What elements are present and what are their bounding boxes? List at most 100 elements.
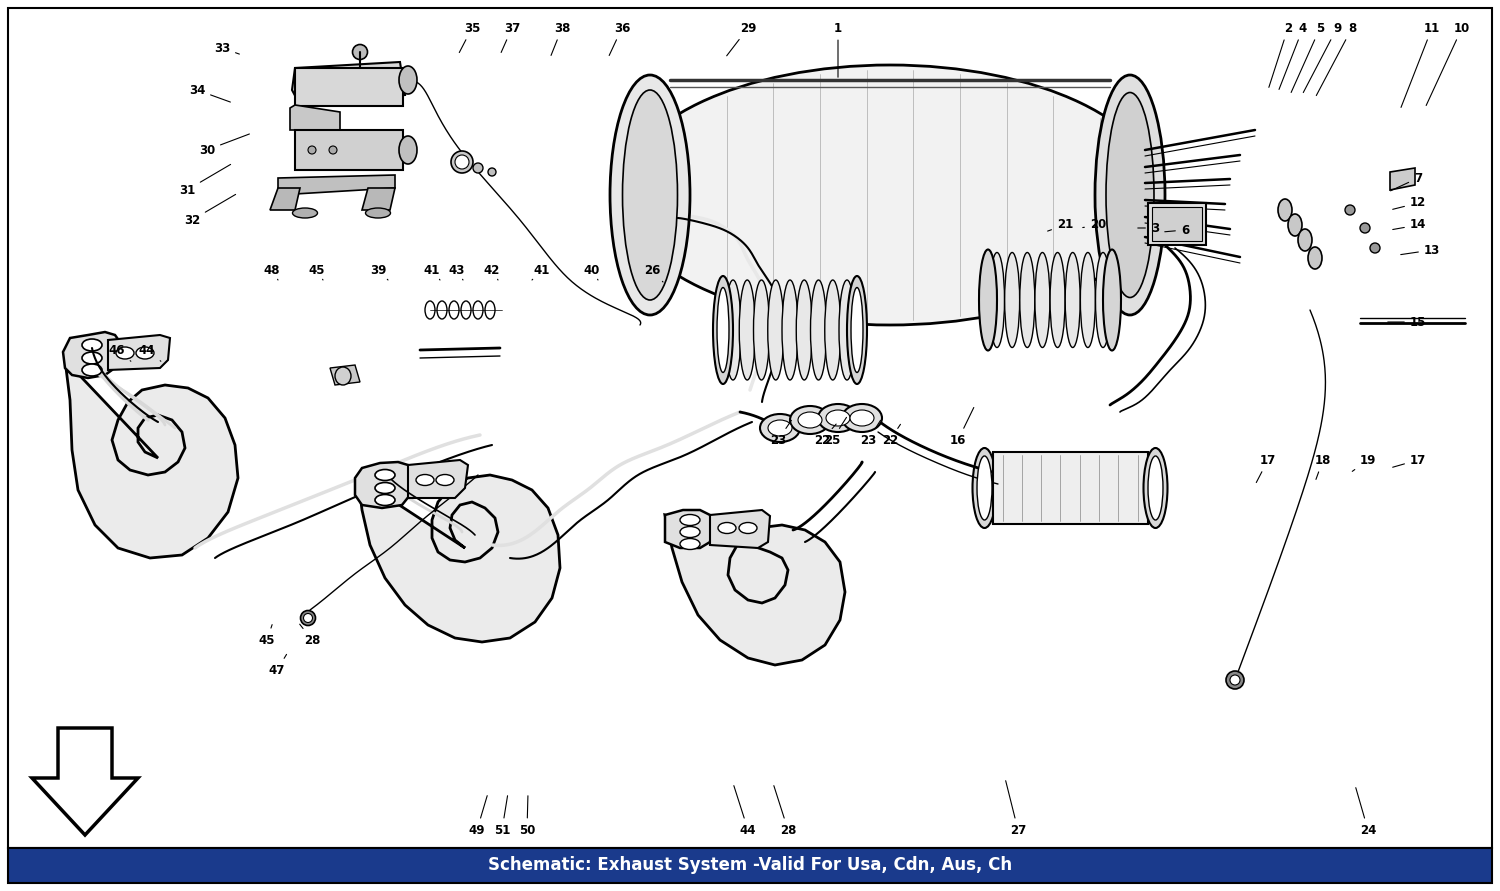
Ellipse shape bbox=[768, 280, 783, 380]
Ellipse shape bbox=[782, 280, 798, 380]
Text: 43: 43 bbox=[448, 264, 465, 280]
Ellipse shape bbox=[1095, 75, 1166, 315]
Polygon shape bbox=[290, 105, 340, 130]
Ellipse shape bbox=[790, 406, 830, 434]
Polygon shape bbox=[358, 475, 560, 642]
Ellipse shape bbox=[1102, 249, 1120, 350]
Text: 45: 45 bbox=[258, 625, 276, 647]
Ellipse shape bbox=[1050, 252, 1065, 347]
Text: 4: 4 bbox=[1280, 21, 1306, 89]
Text: 8: 8 bbox=[1317, 21, 1356, 95]
Text: 45: 45 bbox=[309, 264, 326, 280]
Ellipse shape bbox=[717, 288, 729, 372]
Ellipse shape bbox=[850, 288, 862, 372]
Ellipse shape bbox=[753, 280, 770, 380]
Text: 38: 38 bbox=[550, 21, 570, 55]
Ellipse shape bbox=[1288, 214, 1302, 236]
Text: 21: 21 bbox=[1047, 218, 1072, 232]
Ellipse shape bbox=[375, 495, 394, 505]
Ellipse shape bbox=[1346, 205, 1354, 215]
Text: 9: 9 bbox=[1304, 21, 1341, 93]
Ellipse shape bbox=[990, 252, 1005, 347]
Ellipse shape bbox=[620, 65, 1160, 325]
Bar bbox=[1148, 203, 1206, 245]
Text: 44: 44 bbox=[138, 344, 160, 361]
Text: 39: 39 bbox=[370, 264, 388, 280]
Ellipse shape bbox=[82, 364, 102, 376]
Text: 5: 5 bbox=[1292, 21, 1324, 93]
Text: 13: 13 bbox=[1401, 243, 1440, 257]
Polygon shape bbox=[1390, 168, 1414, 190]
Ellipse shape bbox=[1278, 199, 1292, 221]
Text: 27: 27 bbox=[1005, 781, 1026, 837]
Text: 49: 49 bbox=[468, 796, 488, 837]
Ellipse shape bbox=[839, 280, 855, 380]
Ellipse shape bbox=[1360, 223, 1370, 233]
Ellipse shape bbox=[1226, 671, 1244, 689]
Ellipse shape bbox=[1143, 448, 1167, 528]
Text: 24: 24 bbox=[1356, 788, 1376, 837]
Ellipse shape bbox=[366, 208, 390, 218]
Text: 40: 40 bbox=[584, 264, 600, 280]
Text: 31: 31 bbox=[178, 165, 231, 197]
Ellipse shape bbox=[375, 483, 394, 494]
Polygon shape bbox=[63, 332, 120, 378]
Ellipse shape bbox=[300, 610, 315, 625]
Ellipse shape bbox=[82, 352, 102, 364]
Ellipse shape bbox=[622, 90, 678, 300]
Ellipse shape bbox=[303, 614, 312, 623]
Text: 2: 2 bbox=[1269, 21, 1292, 87]
Ellipse shape bbox=[1298, 229, 1312, 251]
Ellipse shape bbox=[680, 527, 700, 537]
Text: 46: 46 bbox=[108, 344, 130, 361]
Ellipse shape bbox=[718, 522, 736, 534]
Ellipse shape bbox=[292, 208, 318, 218]
Text: 20: 20 bbox=[1083, 218, 1106, 232]
Ellipse shape bbox=[399, 136, 417, 164]
Ellipse shape bbox=[976, 456, 992, 520]
Ellipse shape bbox=[328, 146, 338, 154]
Text: 42: 42 bbox=[484, 264, 500, 280]
Text: 50: 50 bbox=[519, 796, 536, 837]
Polygon shape bbox=[710, 510, 770, 548]
Ellipse shape bbox=[796, 280, 813, 380]
Ellipse shape bbox=[740, 522, 758, 534]
Text: 33: 33 bbox=[214, 42, 240, 54]
Text: 36: 36 bbox=[609, 21, 630, 55]
Ellipse shape bbox=[1065, 252, 1080, 347]
Bar bbox=[8, 848, 1492, 883]
Text: 30: 30 bbox=[200, 134, 249, 157]
Text: 34: 34 bbox=[189, 84, 231, 102]
Ellipse shape bbox=[1005, 252, 1020, 347]
Polygon shape bbox=[664, 515, 844, 665]
Text: 41: 41 bbox=[424, 264, 439, 280]
Polygon shape bbox=[270, 188, 300, 210]
Ellipse shape bbox=[1035, 252, 1050, 347]
Ellipse shape bbox=[850, 410, 874, 426]
Polygon shape bbox=[664, 510, 712, 548]
Text: 48: 48 bbox=[264, 264, 280, 280]
Bar bbox=[993, 452, 1148, 524]
Ellipse shape bbox=[740, 280, 754, 380]
Ellipse shape bbox=[399, 66, 417, 94]
Ellipse shape bbox=[136, 347, 154, 359]
Ellipse shape bbox=[798, 412, 822, 428]
Polygon shape bbox=[330, 365, 360, 385]
Ellipse shape bbox=[488, 168, 496, 176]
Ellipse shape bbox=[116, 347, 134, 359]
Text: 51: 51 bbox=[494, 796, 510, 837]
Ellipse shape bbox=[334, 367, 351, 385]
Bar bbox=[296, 68, 404, 106]
Ellipse shape bbox=[760, 414, 800, 442]
Ellipse shape bbox=[842, 404, 882, 432]
Ellipse shape bbox=[472, 163, 483, 173]
Ellipse shape bbox=[1106, 93, 1154, 298]
Text: 17: 17 bbox=[1257, 454, 1276, 483]
Ellipse shape bbox=[818, 404, 858, 432]
Text: 37: 37 bbox=[501, 21, 520, 53]
Polygon shape bbox=[32, 728, 138, 835]
Ellipse shape bbox=[1308, 247, 1322, 269]
Text: 28: 28 bbox=[300, 625, 320, 647]
Text: 29: 29 bbox=[726, 21, 756, 56]
Text: 28: 28 bbox=[774, 786, 796, 837]
